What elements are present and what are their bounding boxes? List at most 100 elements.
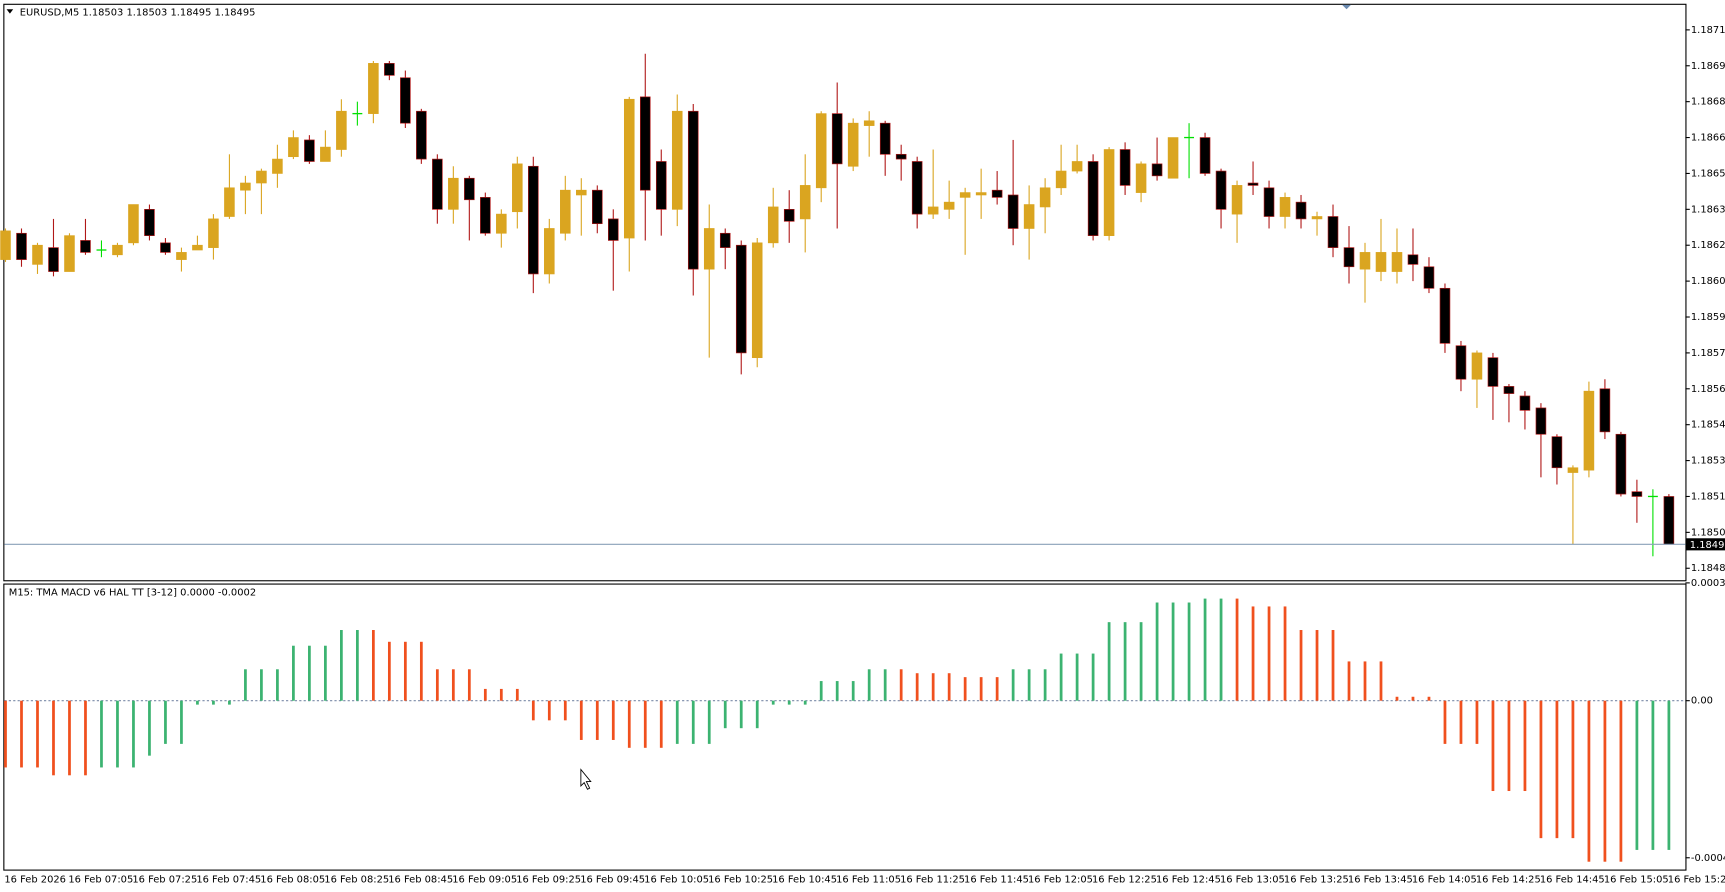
candle-body <box>1135 163 1147 193</box>
candle-body <box>1583 390 1595 471</box>
histogram-bar <box>308 645 311 701</box>
candle-body <box>1407 254 1419 265</box>
histogram-bar <box>1155 602 1159 701</box>
candle-body <box>304 139 315 162</box>
candle-body <box>927 206 939 215</box>
x-tick-label: 16 Feb 09:45 <box>580 874 645 885</box>
candle-body <box>0 230 11 260</box>
candle-body <box>80 240 91 253</box>
menu-triangle[interactable] <box>6 9 14 14</box>
histogram-bar <box>164 700 167 744</box>
histogram-bar <box>1619 700 1623 862</box>
x-tick-label: 16 Feb 14:45 <box>1540 874 1605 885</box>
histogram-bar <box>531 700 535 721</box>
candle-body <box>1503 386 1515 394</box>
histogram-bar <box>276 669 279 701</box>
x-tick-label: 16 Feb 08:45 <box>388 874 453 885</box>
histogram-bar <box>355 630 359 701</box>
y-tick-label: 1.18680 <box>1691 97 1725 108</box>
histogram-bar <box>4 700 7 768</box>
histogram-bar <box>1251 606 1255 701</box>
x-tick-label: 16 Feb 08:05 <box>260 874 325 885</box>
candle-body <box>1455 345 1467 380</box>
candle-body <box>592 189 603 225</box>
y-tick-label: 1.18665 <box>1691 133 1725 144</box>
y-tick-label: -0.0004 <box>1691 853 1725 864</box>
candle-body <box>1103 149 1115 236</box>
candle-body <box>1391 252 1403 272</box>
histogram-bar <box>563 700 567 721</box>
candle-body <box>384 63 395 76</box>
candle-body <box>703 228 715 270</box>
x-tick-label: 16 Feb 13:05 <box>1220 874 1285 885</box>
y-tick-label: 1.18650 <box>1691 168 1725 179</box>
histogram-bar <box>1027 669 1031 701</box>
y-tick-label: 1.18500 <box>1691 527 1725 538</box>
histogram-bar <box>995 677 999 701</box>
chart-title: EURUSD,M5 1.18503 1.18503 1.18495 1.1849… <box>20 8 256 19</box>
histogram-bar <box>340 630 343 701</box>
histogram-bar <box>1043 669 1047 701</box>
candle-body <box>1663 496 1675 545</box>
candle-body <box>655 161 667 210</box>
x-tick-label: 16 Feb 10:25 <box>708 874 773 885</box>
histogram-bar <box>1363 661 1367 701</box>
candle-body <box>735 244 747 354</box>
histogram-bar <box>132 700 135 768</box>
candle-body <box>1631 491 1643 497</box>
x-tick-label: 16 Feb 11:45 <box>964 874 1029 885</box>
candle-body <box>1471 352 1483 380</box>
histogram-bar <box>1491 700 1495 792</box>
histogram-bar <box>1379 661 1383 701</box>
histogram-bar <box>867 669 871 701</box>
histogram-bar <box>451 669 455 701</box>
x-tick-label: 16 Feb 13:25 <box>1284 874 1349 885</box>
histogram-bar <box>1299 630 1303 701</box>
histogram-bar <box>1475 700 1479 744</box>
y-tick-label: 1.18545 <box>1691 420 1725 431</box>
current-price-label: 1.18495 <box>1690 540 1725 551</box>
y-tick-label: 1.18515 <box>1691 491 1725 502</box>
histogram-bar <box>1187 602 1191 701</box>
x-tick-label: 16 Feb 2026 <box>4 874 66 885</box>
candle-body <box>192 244 203 251</box>
candle-body <box>1247 182 1259 186</box>
x-tick-label: 16 Feb 12:45 <box>1156 874 1221 885</box>
candle-body <box>687 110 699 270</box>
y-tick-label: 1.18605 <box>1691 276 1725 287</box>
histogram-bar <box>260 669 263 701</box>
histogram-bar <box>196 700 199 705</box>
candle-body <box>1039 187 1051 208</box>
histogram-bar <box>515 688 519 701</box>
x-tick-label: 16 Feb 14:05 <box>1412 874 1477 885</box>
candle-body <box>1007 194 1019 229</box>
candle-body <box>607 218 619 241</box>
histogram-bar <box>1603 700 1607 862</box>
candle-body <box>959 192 971 198</box>
candle-body <box>1599 388 1611 433</box>
histogram-bar <box>1411 696 1415 701</box>
candle-body <box>32 244 43 265</box>
candle-body <box>544 228 555 275</box>
histogram-bar <box>292 645 295 701</box>
x-tick-label: 16 Feb 09:25 <box>516 874 581 885</box>
histogram-bar <box>100 700 103 768</box>
histogram-bar <box>931 673 935 701</box>
histogram-bar <box>1395 696 1399 701</box>
candle-body <box>991 189 1003 198</box>
y-tick-label: 0.0003 <box>1691 578 1725 589</box>
y-tick-label: 1.18485 <box>1691 563 1725 574</box>
candle-body <box>464 177 475 201</box>
candle-body <box>815 113 827 189</box>
histogram-bar <box>883 669 887 701</box>
y-tick-label: 1.18710 <box>1691 25 1725 36</box>
histogram-bar <box>1107 622 1111 701</box>
histogram-bar <box>819 681 823 701</box>
candle-body <box>1423 266 1435 289</box>
histogram-bar <box>1123 622 1127 701</box>
histogram-bar <box>116 700 119 768</box>
y-tick-label: 1.18575 <box>1691 348 1725 359</box>
candle-body <box>496 213 507 234</box>
